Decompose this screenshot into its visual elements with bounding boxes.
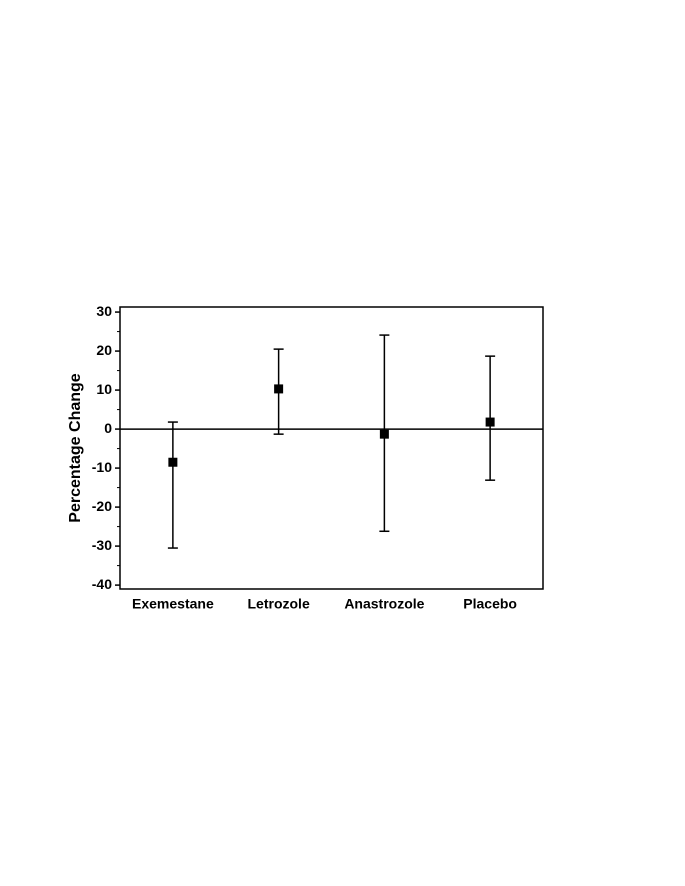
plot-frame — [119, 306, 544, 590]
y-tick-label: 0 — [104, 420, 112, 436]
y-axis-label: Percentage Change — [67, 373, 84, 522]
y-tick-label: -10 — [92, 459, 112, 475]
x-tick-label: Letrozole — [248, 596, 310, 612]
y-tick-label: -30 — [92, 537, 112, 553]
point — [379, 429, 389, 439]
point — [274, 384, 284, 394]
y-tick-label: -20 — [92, 498, 112, 514]
point — [485, 417, 495, 427]
y-tick-label: 20 — [96, 342, 112, 358]
x-tick-label: Placebo — [463, 596, 517, 612]
y-tick-label: -40 — [92, 576, 112, 592]
y-tick-label: 30 — [96, 303, 112, 319]
x-tick-label: Exemestane — [132, 596, 214, 612]
x-tick-label: Anastrozole — [344, 596, 424, 612]
point — [168, 457, 178, 467]
y-tick-label: 10 — [96, 381, 112, 397]
